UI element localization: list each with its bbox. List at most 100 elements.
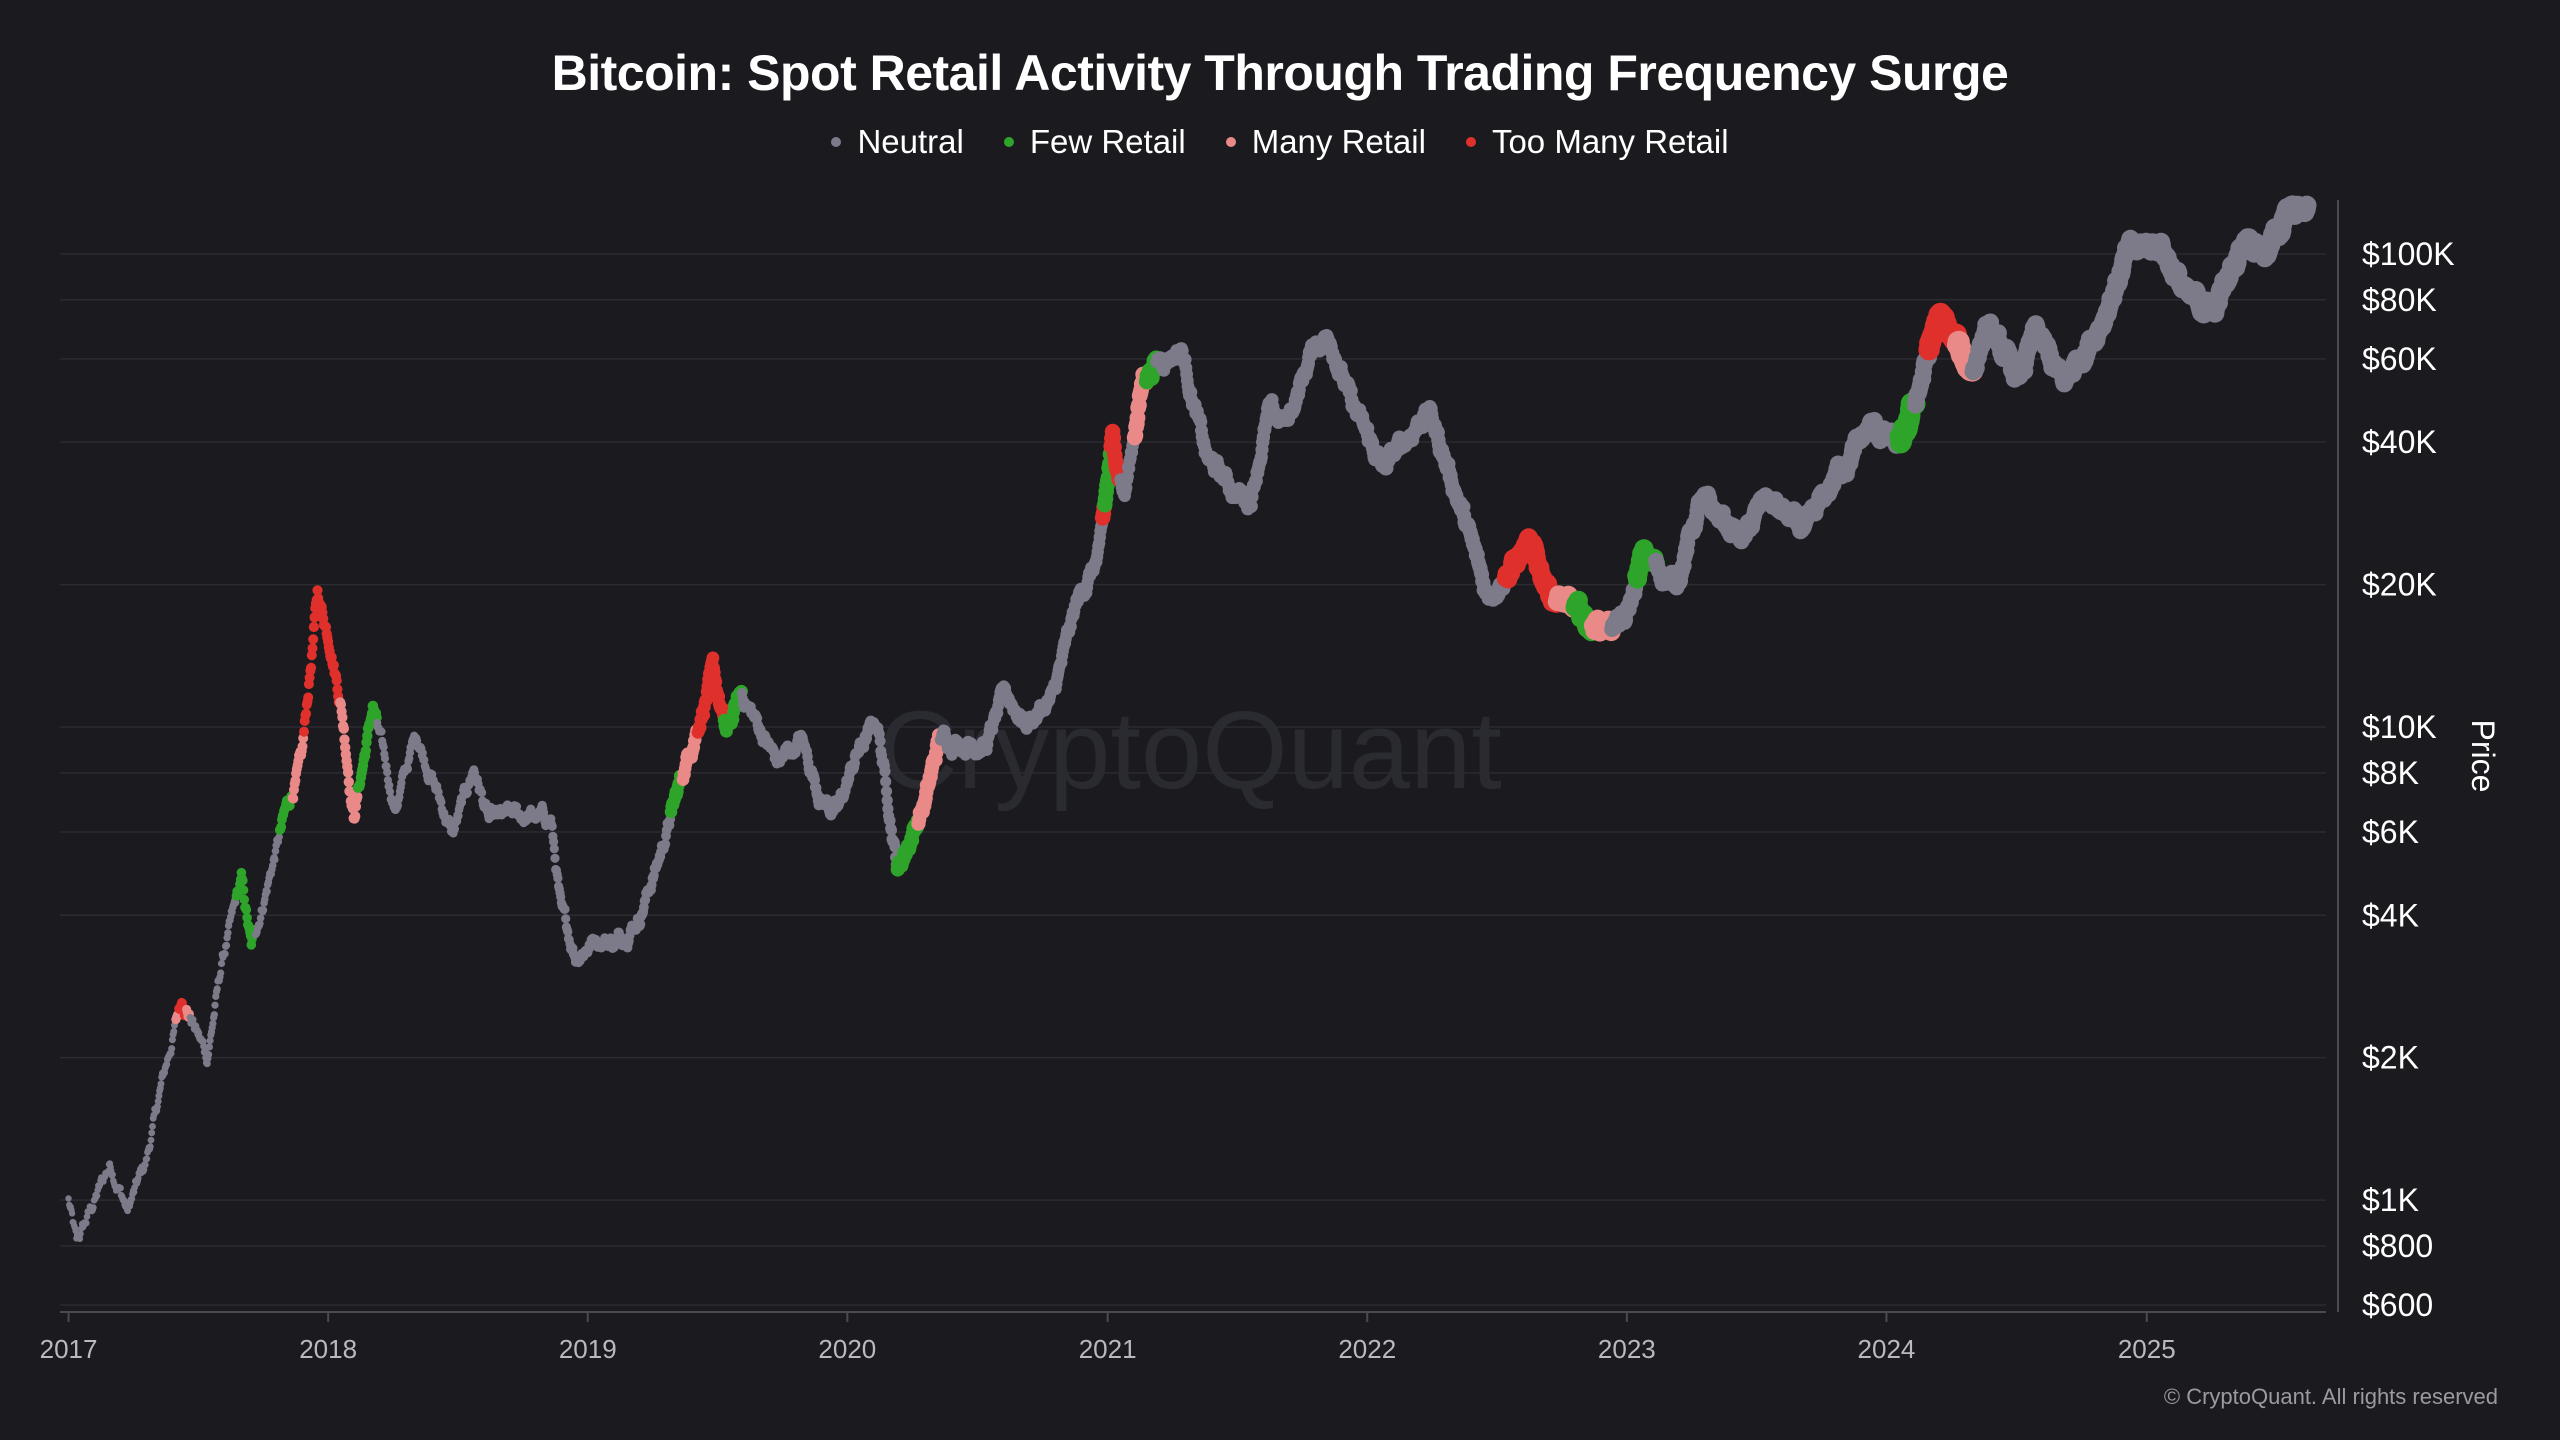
y-tick-label: $100K	[2362, 236, 2455, 272]
data-point-neutral	[168, 1036, 176, 1044]
data-point-neutral	[563, 927, 573, 937]
y-axis-label: Price	[2465, 720, 2501, 793]
data-point-neutral	[77, 1230, 84, 1238]
data-point-neutral	[210, 1011, 218, 1019]
data-point-neutral	[635, 919, 646, 930]
data-point-neutral	[224, 929, 232, 937]
data-point-neutral	[379, 743, 388, 752]
data-point-too-many-retail	[706, 651, 720, 665]
data-point-neutral	[547, 821, 557, 831]
data-point-few-retail	[242, 913, 252, 923]
y-tick-label: $6K	[2362, 814, 2419, 850]
x-tick-label: 2017	[40, 1334, 98, 1364]
data-point-neutral	[170, 1028, 178, 1035]
data-point-neutral	[90, 1204, 97, 1211]
data-point-neutral	[660, 839, 671, 849]
data-point-too-many-retail	[299, 726, 309, 737]
data-point-neutral	[477, 788, 487, 797]
legend-item-neutral[interactable]: Neutral	[831, 123, 964, 161]
data-point-too-many-retail	[307, 643, 318, 654]
y-tick-label: $40K	[2362, 424, 2437, 460]
data-point-neutral	[163, 1060, 171, 1068]
data-point-many-retail	[338, 723, 349, 734]
data-point-neutral	[881, 794, 893, 807]
data-point-neutral	[553, 873, 563, 883]
data-point-neutral	[454, 811, 463, 821]
legend-item-few-retail[interactable]: Few Retail	[1003, 123, 1186, 161]
data-point-neutral	[205, 1043, 213, 1051]
data-point-many-retail	[350, 811, 361, 822]
y-tick-label: $80K	[2362, 282, 2437, 318]
data-point-too-many-retail	[328, 660, 339, 671]
data-point-neutral	[83, 1213, 91, 1220]
data-point-neutral	[377, 727, 386, 736]
data-point-too-many-retail	[301, 708, 312, 719]
data-point-neutral	[232, 898, 240, 907]
legend-item-many-retail[interactable]: Many Retail	[1225, 123, 1426, 161]
data-point-neutral	[146, 1143, 154, 1151]
y-tick-label: $2K	[2362, 1040, 2419, 1076]
data-point-neutral	[143, 1155, 151, 1163]
x-tick-label: 2018	[299, 1334, 357, 1364]
y-tick-label: $4K	[2362, 897, 2419, 933]
data-point-neutral	[450, 824, 460, 834]
x-tick-label: 2025	[2118, 1334, 2176, 1364]
data-point-neutral	[380, 754, 390, 763]
data-point-neutral	[275, 833, 283, 841]
x-tick-label: 2023	[1598, 1334, 1656, 1364]
data-point-neutral	[221, 950, 229, 958]
data-point-neutral	[885, 824, 898, 836]
y-tick-label: $60K	[2362, 341, 2437, 377]
data-point-neutral	[263, 887, 271, 896]
y-tick-labels: $100K $80K $60K $40K $20K $10K $8K $6K $4K $2K $1K…	[2362, 236, 2455, 1323]
data-point-many-retail	[288, 793, 299, 804]
data-point-neutral	[149, 1123, 156, 1130]
legend-label-neutral: Neutral	[857, 123, 964, 160]
legend-swatch-few-retail	[1003, 137, 1014, 147]
legend-item-too-many-retail[interactable]: Too Many Retail	[1465, 123, 1729, 161]
data-point-neutral	[880, 776, 892, 788]
data-point-neutral	[153, 1103, 161, 1110]
data-point-neutral	[117, 1184, 124, 1192]
data-point-neutral	[157, 1080, 165, 1088]
data-point-neutral	[68, 1210, 76, 1217]
data-point-neutral	[880, 785, 893, 798]
legend-swatch-neutral	[831, 137, 842, 147]
legend-swatch-too-many-retail	[1465, 137, 1476, 147]
data-point-neutral	[1244, 499, 1258, 513]
y-tick-label: $800	[2362, 1228, 2433, 1264]
data-point-neutral	[383, 768, 392, 777]
data-point-neutral	[550, 853, 560, 863]
y-tick-label: $600	[2362, 1287, 2433, 1323]
y-tick-label: $8K	[2362, 755, 2419, 791]
data-point-many-retail	[343, 776, 354, 788]
x-tick-label: 2020	[818, 1334, 876, 1364]
data-point-too-many-retail	[303, 692, 314, 703]
copyright: © CryptoQuant. All rights reserved	[2163, 1384, 2498, 1409]
data-point-many-retail	[352, 791, 363, 802]
data-point-neutral	[889, 841, 901, 853]
legend-label-few-retail: Few Retail	[1029, 123, 1186, 160]
data-point-neutral	[549, 844, 559, 854]
data-point-neutral	[463, 788, 472, 797]
legend-label-many-retail: Many Retail	[1251, 123, 1426, 160]
data-point-neutral	[385, 787, 395, 796]
data-point-neutral	[561, 914, 571, 924]
data-point-neutral	[382, 762, 391, 771]
data-point-neutral	[65, 1195, 72, 1202]
data-point-many-retail	[339, 734, 350, 745]
data-point-neutral	[217, 959, 226, 968]
data-point-neutral	[76, 1235, 84, 1243]
data-point-neutral	[418, 748, 427, 758]
data-point-too-many-retail	[309, 612, 320, 623]
data-point-neutral	[209, 1019, 217, 1028]
y-tick-label: $1K	[2362, 1182, 2419, 1218]
data-point-neutral	[385, 781, 394, 790]
data-point-neutral	[147, 1136, 155, 1144]
x-tick-label: 2022	[1338, 1334, 1396, 1364]
data-point-too-many-retail	[312, 585, 323, 596]
data-point-neutral	[205, 1050, 213, 1059]
x-tick-labels: 2017 2018 2019 2020 2021 2022 2023 2024 2025	[40, 1312, 2176, 1364]
